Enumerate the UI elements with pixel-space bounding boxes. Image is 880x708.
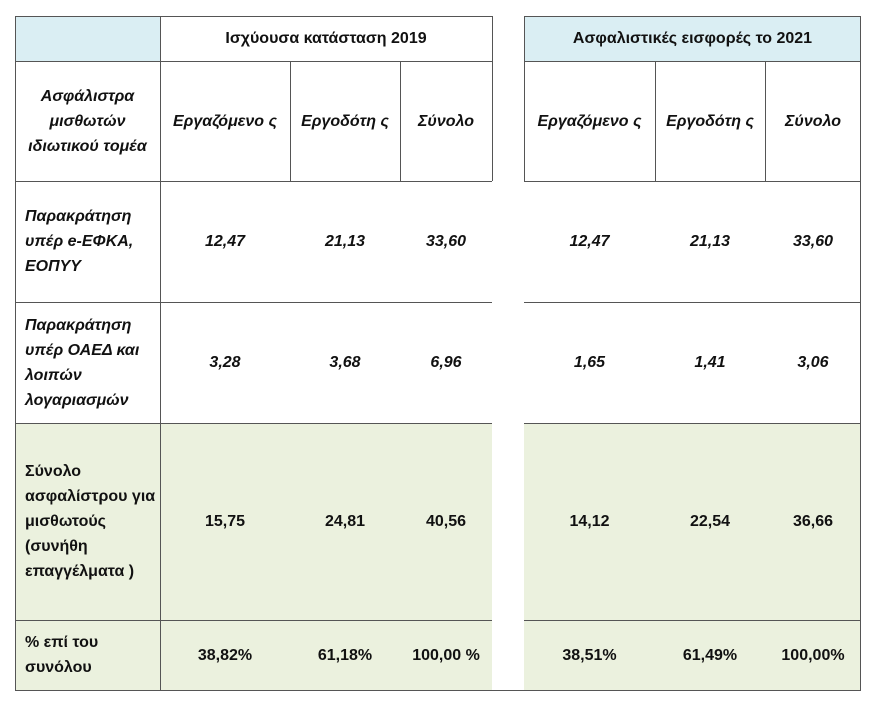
- value-2021: 61,49%: [655, 620, 765, 690]
- column-header-2021: Εργοδότη ς: [666, 112, 754, 130]
- table-border: [15, 16, 492, 17]
- value-2019: 33,60: [425, 233, 467, 250]
- table-border: [15, 620, 492, 621]
- value-2019: 21,13: [324, 233, 366, 250]
- table-border: [524, 16, 861, 17]
- group-header-2021: Ασφαλιστικές εισφορές το 2021: [524, 16, 861, 61]
- table-border: [524, 620, 861, 621]
- table-border: [400, 61, 401, 181]
- table-border: [15, 181, 492, 182]
- value-2019: 12,47: [204, 233, 246, 250]
- value-2021: 14,12: [524, 423, 655, 620]
- table-border: [765, 61, 766, 181]
- table-border: [524, 302, 861, 303]
- value-2021: 36,66: [765, 423, 861, 620]
- table-border: [15, 61, 492, 62]
- value-2021: 3,06: [797, 354, 829, 371]
- row-label: % επί του συνόλου: [15, 620, 160, 690]
- column-header-2019: Εργαζόμενο ς: [172, 112, 278, 130]
- value-2019: 100,00 %: [400, 620, 492, 690]
- value-2021: 1,41: [694, 354, 726, 371]
- table-border: [160, 16, 161, 690]
- value-2019: 24,81: [290, 423, 400, 620]
- table-border: [492, 16, 493, 181]
- table-border: [655, 61, 656, 181]
- column-header-2019: Σύνολο: [417, 112, 475, 130]
- group-header-2019: Ισχύουσα κατάσταση 2019: [225, 30, 427, 47]
- table-border: [15, 302, 492, 303]
- value-2021: 21,13: [689, 233, 731, 250]
- row-label: Παρακράτηση υπέρ e-ΕΦΚΑ, ΕΟΠΥΥ: [25, 208, 134, 275]
- value-2019: 6,96: [430, 354, 462, 371]
- column-header-2021: Σύνολο: [784, 112, 842, 130]
- table-border: [15, 690, 861, 691]
- row-header-label: Ασφάλιστρα μισθωτών ιδιωτικού τομέα: [28, 87, 147, 155]
- value-2019: 15,75: [160, 423, 290, 620]
- value-2019: 61,18%: [290, 620, 400, 690]
- value-2021: 1,65: [573, 354, 606, 371]
- table-border: [15, 423, 492, 424]
- row-label: Παρακράτηση υπέρ ΟΑΕΔ και λοιπών λογαρια…: [25, 316, 140, 409]
- table-border: [524, 423, 861, 424]
- value-2021: 12,47: [569, 233, 610, 250]
- value-2019: 3,28: [209, 354, 241, 371]
- value-2021: 22,54: [655, 423, 765, 620]
- table-border: [860, 16, 861, 690]
- value-2019: 3,68: [329, 354, 361, 371]
- table-border: [290, 61, 291, 181]
- table-border: [15, 16, 16, 690]
- row-label: Σύνολο ασφαλίστρου για μισθωτούς (συνήθη…: [15, 423, 160, 620]
- table-border: [524, 181, 861, 182]
- column-header-2021: Εργαζόμενο ς: [537, 112, 642, 130]
- value-2019: 38,82%: [160, 620, 290, 690]
- value-2019: 40,56: [400, 423, 492, 620]
- table-border: [524, 16, 525, 181]
- value-2021: 38,51%: [524, 620, 655, 690]
- value-2021: 33,60: [792, 233, 834, 250]
- table-border: [524, 61, 861, 62]
- corner-cell: [15, 16, 160, 61]
- column-header-2019: Εργοδότη ς: [301, 112, 389, 130]
- value-2021: 100,00%: [765, 620, 861, 690]
